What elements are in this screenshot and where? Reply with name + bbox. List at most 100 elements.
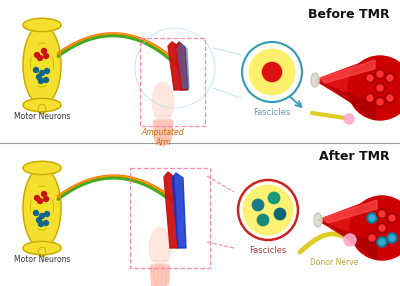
Circle shape	[34, 67, 38, 72]
Circle shape	[364, 92, 376, 104]
Polygon shape	[175, 42, 188, 90]
Circle shape	[384, 72, 396, 84]
Polygon shape	[315, 56, 380, 120]
Ellipse shape	[38, 247, 46, 257]
Ellipse shape	[152, 82, 174, 122]
Circle shape	[377, 99, 383, 105]
Circle shape	[376, 237, 388, 247]
Polygon shape	[323, 223, 377, 260]
Circle shape	[38, 78, 44, 84]
Circle shape	[40, 71, 44, 76]
Circle shape	[268, 192, 280, 204]
Polygon shape	[318, 196, 382, 260]
Circle shape	[369, 235, 375, 241]
Circle shape	[344, 114, 354, 124]
Ellipse shape	[31, 44, 44, 62]
Text: Motor Neurons: Motor Neurons	[14, 255, 70, 264]
Circle shape	[38, 198, 42, 204]
Circle shape	[387, 75, 393, 81]
Circle shape	[386, 212, 398, 223]
Circle shape	[44, 196, 48, 202]
Circle shape	[252, 199, 264, 211]
Text: Fascicles: Fascicles	[249, 246, 287, 255]
Ellipse shape	[40, 44, 53, 62]
Circle shape	[44, 212, 50, 217]
Circle shape	[374, 69, 386, 80]
Circle shape	[379, 211, 385, 217]
Ellipse shape	[38, 104, 46, 114]
Circle shape	[379, 239, 385, 245]
Ellipse shape	[311, 73, 319, 87]
Polygon shape	[177, 44, 189, 88]
Polygon shape	[164, 172, 178, 248]
Circle shape	[44, 221, 48, 225]
Text: Amputated
Arm: Amputated Arm	[142, 128, 184, 147]
Circle shape	[36, 74, 42, 80]
Circle shape	[44, 69, 50, 74]
Ellipse shape	[31, 187, 44, 205]
Circle shape	[364, 72, 376, 84]
Ellipse shape	[23, 168, 61, 248]
Polygon shape	[172, 173, 186, 248]
Circle shape	[389, 215, 395, 221]
Circle shape	[348, 56, 400, 120]
Ellipse shape	[30, 43, 54, 87]
Circle shape	[34, 210, 38, 215]
Circle shape	[257, 214, 269, 226]
Circle shape	[377, 71, 383, 77]
Circle shape	[42, 49, 46, 53]
Text: Motor Neurons: Motor Neurons	[14, 112, 70, 121]
Circle shape	[374, 96, 386, 108]
Circle shape	[344, 234, 356, 246]
Polygon shape	[168, 42, 182, 90]
Circle shape	[386, 233, 398, 243]
Circle shape	[238, 180, 298, 240]
Circle shape	[42, 192, 46, 196]
Circle shape	[366, 233, 378, 243]
Circle shape	[377, 85, 383, 91]
Circle shape	[250, 49, 294, 94]
Circle shape	[384, 92, 396, 104]
Circle shape	[389, 235, 395, 241]
Circle shape	[36, 217, 42, 223]
Circle shape	[262, 62, 282, 82]
Circle shape	[40, 214, 44, 219]
Circle shape	[367, 95, 373, 101]
Circle shape	[38, 55, 42, 61]
Circle shape	[369, 215, 375, 221]
Circle shape	[38, 221, 44, 227]
Circle shape	[376, 223, 388, 233]
Circle shape	[374, 82, 386, 94]
Polygon shape	[323, 200, 377, 223]
Circle shape	[34, 196, 40, 200]
Circle shape	[44, 53, 48, 59]
Bar	[130, 168, 210, 268]
Text: Fascicles: Fascicles	[253, 108, 291, 117]
Circle shape	[366, 212, 378, 223]
Text: After TMR: After TMR	[319, 150, 390, 163]
Ellipse shape	[30, 208, 43, 228]
Circle shape	[379, 225, 385, 231]
Ellipse shape	[23, 161, 61, 175]
Ellipse shape	[30, 186, 54, 230]
Ellipse shape	[314, 213, 322, 227]
Circle shape	[274, 208, 286, 220]
Ellipse shape	[23, 98, 61, 112]
Circle shape	[242, 42, 302, 102]
Circle shape	[387, 95, 393, 101]
Ellipse shape	[23, 241, 61, 255]
Ellipse shape	[41, 65, 54, 85]
Polygon shape	[320, 83, 375, 120]
Text: Before TMR: Before TMR	[308, 8, 390, 21]
Circle shape	[376, 208, 388, 219]
Circle shape	[243, 185, 293, 235]
Ellipse shape	[40, 187, 53, 205]
Polygon shape	[320, 60, 375, 83]
Bar	[140, 38, 205, 126]
Circle shape	[350, 196, 400, 260]
Ellipse shape	[149, 227, 171, 267]
Ellipse shape	[30, 65, 43, 85]
Ellipse shape	[41, 208, 54, 228]
Text: Donor Nerve: Donor Nerve	[310, 258, 358, 267]
Circle shape	[34, 53, 40, 57]
